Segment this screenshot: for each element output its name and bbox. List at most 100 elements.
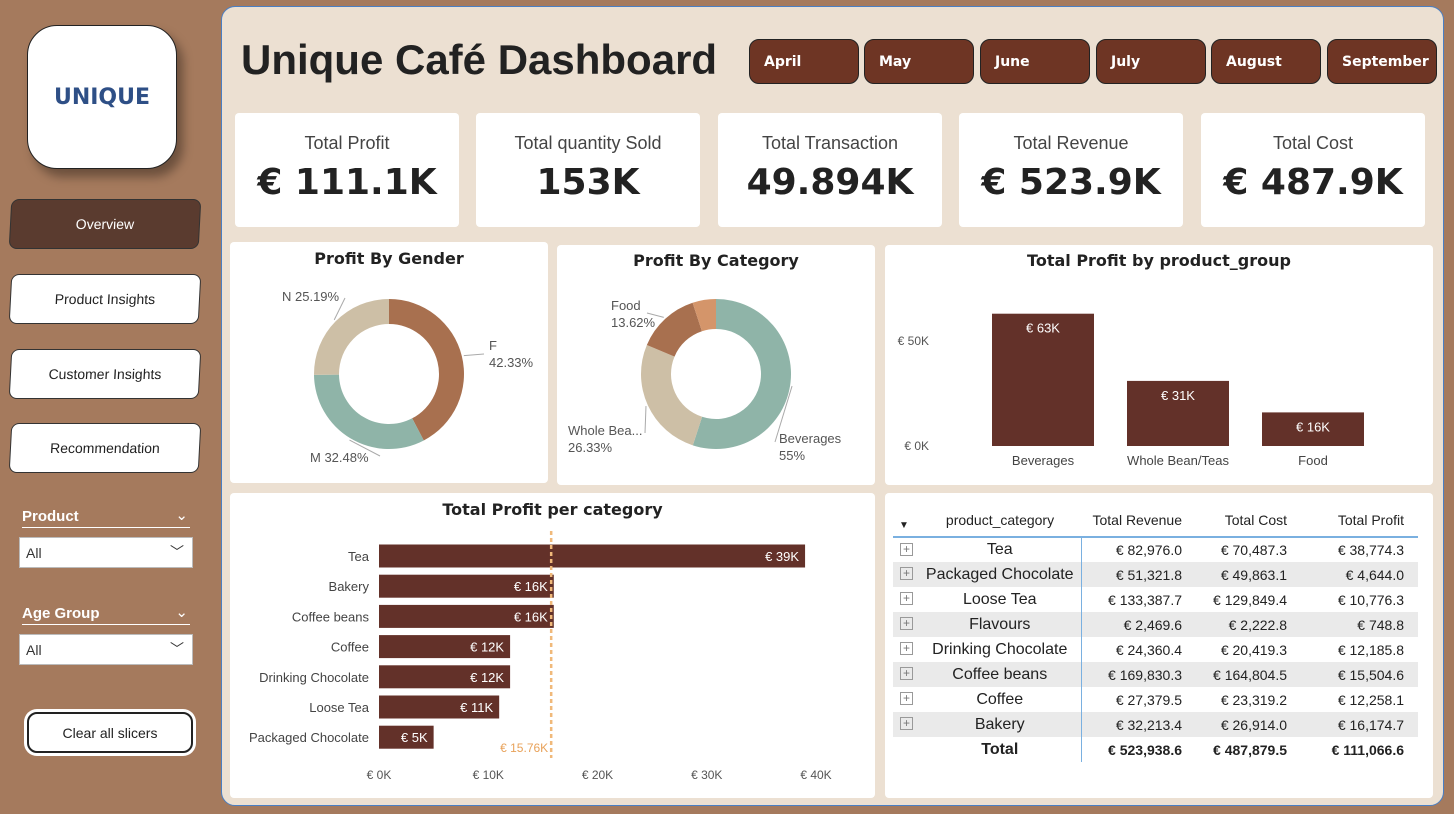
age-group-slicer-dropdown[interactable]: All ﹀ [19, 634, 193, 665]
bar-0 [992, 313, 1094, 446]
cell-value: € 2,222.8 [1228, 616, 1287, 633]
cell-value: € 4,644.0 [1345, 566, 1404, 583]
cell-value: € 32,213.4 [1115, 716, 1182, 733]
cell-value: € 129,849.4 [1213, 591, 1287, 608]
x-tick-label: € 20K [582, 768, 613, 782]
table-row: + Drinking Chocolate € 24,360.4 € 20,419.3 €… [893, 637, 1418, 662]
donut-slice-f [389, 299, 465, 441]
product-slicer-header[interactable]: Product ⌄ [22, 507, 190, 528]
cell-value: € 487,879.5 [1213, 741, 1287, 758]
category-label: Tea [348, 549, 370, 564]
month-button-september[interactable]: September [1327, 39, 1437, 84]
nav-overview[interactable]: Overview [8, 199, 202, 249]
month-button-may[interactable]: May [864, 39, 974, 84]
donut-slice-other [692, 299, 716, 332]
expand-icon[interactable]: + [900, 717, 913, 730]
expand-icon[interactable]: + [900, 543, 913, 556]
profit-per-category-bars: € 39K Tea € 16K Bakery € 16K Coffee beans € 12… [249, 531, 832, 782]
nav-customer-insights[interactable]: Customer Insights [8, 349, 202, 399]
kpi-label: Total Revenue [1013, 133, 1129, 153]
cell-value: € 26,914.0 [1220, 716, 1287, 733]
clear-all-slicers-button[interactable]: Clear all slicers [27, 712, 193, 753]
expand-icon[interactable]: + [900, 592, 913, 605]
bar-1 [1127, 380, 1229, 446]
kpi-label: Total Profit [304, 133, 390, 153]
slice-label: N 25.19% [282, 289, 340, 304]
bar-2 [379, 604, 554, 628]
age-group-slicer-label: Age Group [22, 605, 100, 622]
product-slicer-label: Product [22, 508, 79, 525]
x-tick-label: Whole Bean/Teas [1127, 453, 1229, 468]
slice-label: Beverages [779, 431, 842, 446]
column-header[interactable]: Total Revenue [1092, 512, 1182, 528]
expand-icon[interactable]: + [900, 567, 913, 580]
category-label: Bakery [974, 715, 1025, 733]
chart-title: Total Profit by product_group [1027, 251, 1291, 270]
chart-title: Profit By Gender [314, 249, 464, 268]
average-line-label: € 15.76K [500, 741, 548, 755]
cell-value: € 24,360.4 [1115, 641, 1182, 658]
expand-icon[interactable]: + [900, 617, 913, 630]
chevron-down-icon[interactable]: ⌄ [175, 507, 188, 524]
leader-line [646, 312, 664, 318]
cell-value: € 23,319.2 [1220, 691, 1287, 708]
data-label: € 11K [460, 700, 493, 715]
chevron-down-icon[interactable]: ⌄ [175, 604, 188, 621]
month-button-june[interactable]: June [980, 39, 1090, 84]
table-row: + Loose Tea € 133,387.7 € 129,849.4 € 10,776… [893, 587, 1418, 612]
product-slicer-dropdown[interactable]: All ﹀ [19, 537, 193, 568]
column-header[interactable]: Total Profit [1337, 512, 1404, 528]
total-row: Total € 523,938.6 € 487,879.5 € 111,066.6 [893, 737, 1418, 762]
kpi-total-cost: Total Cost € 487.9K [1201, 113, 1425, 227]
profit-by-category-chart: Profit By Category Beverages 55% Whole Bea… [557, 245, 875, 485]
data-label: € 31K [1161, 388, 1195, 403]
cell-value: € 748.8 [1357, 616, 1404, 633]
data-label: € 16K [514, 579, 548, 594]
category-label: Total [981, 740, 1019, 758]
expand-icon[interactable]: + [900, 642, 913, 655]
cell-value: € 15,504.6 [1337, 666, 1404, 683]
data-label: € 12K [470, 670, 504, 685]
category-label: Bakery [329, 579, 370, 594]
donut-slice-m [314, 374, 424, 449]
x-tick-label: Food [1298, 453, 1328, 468]
category-cell: + Coffee [893, 687, 1082, 712]
table-row: + Coffee € 27,379.5 € 23,319.2 € 12,258.1 [893, 687, 1418, 712]
cell-value: € 70,487.3 [1220, 542, 1287, 558]
category-cell: + Coffee beans [893, 662, 1082, 687]
expand-icon[interactable]: + [900, 692, 913, 705]
x-tick-label: € 0K [367, 768, 392, 782]
month-button-july[interactable]: July [1096, 39, 1206, 84]
x-tick-label: € 40K [800, 768, 831, 782]
table-row: + Bakery € 32,213.4 € 26,914.0 € 16,174.7 [893, 712, 1418, 737]
sort-descending-icon[interactable]: ▼ [899, 520, 909, 531]
leader-line [774, 385, 793, 443]
month-button-august[interactable]: August [1211, 39, 1321, 84]
category-cell: + Packaged Chocolate [893, 562, 1082, 587]
bar-5 [379, 695, 500, 719]
expand-icon[interactable]: + [900, 667, 913, 680]
age-group-slicer-header[interactable]: Age Group ⌄ [22, 604, 190, 625]
nav-product-insights[interactable]: Product Insights [8, 274, 202, 324]
category-label: Packaged Chocolate [925, 565, 1074, 583]
category-label: Coffee beans [292, 609, 370, 624]
category-label: Tea [986, 541, 1013, 558]
month-button-april[interactable]: April [749, 39, 859, 84]
bar-2 [1262, 412, 1364, 446]
cell-value: € 12,185.8 [1337, 641, 1404, 658]
donut-slice-beverages [692, 299, 791, 449]
category-label: Loose Tea [962, 590, 1037, 608]
column-header[interactable]: Total Cost [1224, 512, 1287, 528]
bar-3 [379, 635, 511, 659]
nav-recommendation[interactable]: Recommendation [8, 423, 202, 473]
column-header[interactable]: product_category [945, 512, 1055, 528]
cell-value: € 12,258.1 [1337, 691, 1404, 708]
data-label: € 12K [470, 640, 504, 655]
chevron-down-icon: ﹀ [170, 641, 184, 657]
kpi-total-profit: Total Profit € 111.1K [235, 113, 459, 227]
profit-per-category-chart: Total Profit per category € 39K Tea € 16K B… [230, 493, 875, 798]
cell-value: € 49,863.1 [1220, 566, 1287, 583]
cell-value: € 169,830.3 [1108, 666, 1182, 683]
bar-1 [379, 574, 554, 598]
category-matrix: ▼ product_category Total Revenue Total Cos… [885, 493, 1433, 798]
